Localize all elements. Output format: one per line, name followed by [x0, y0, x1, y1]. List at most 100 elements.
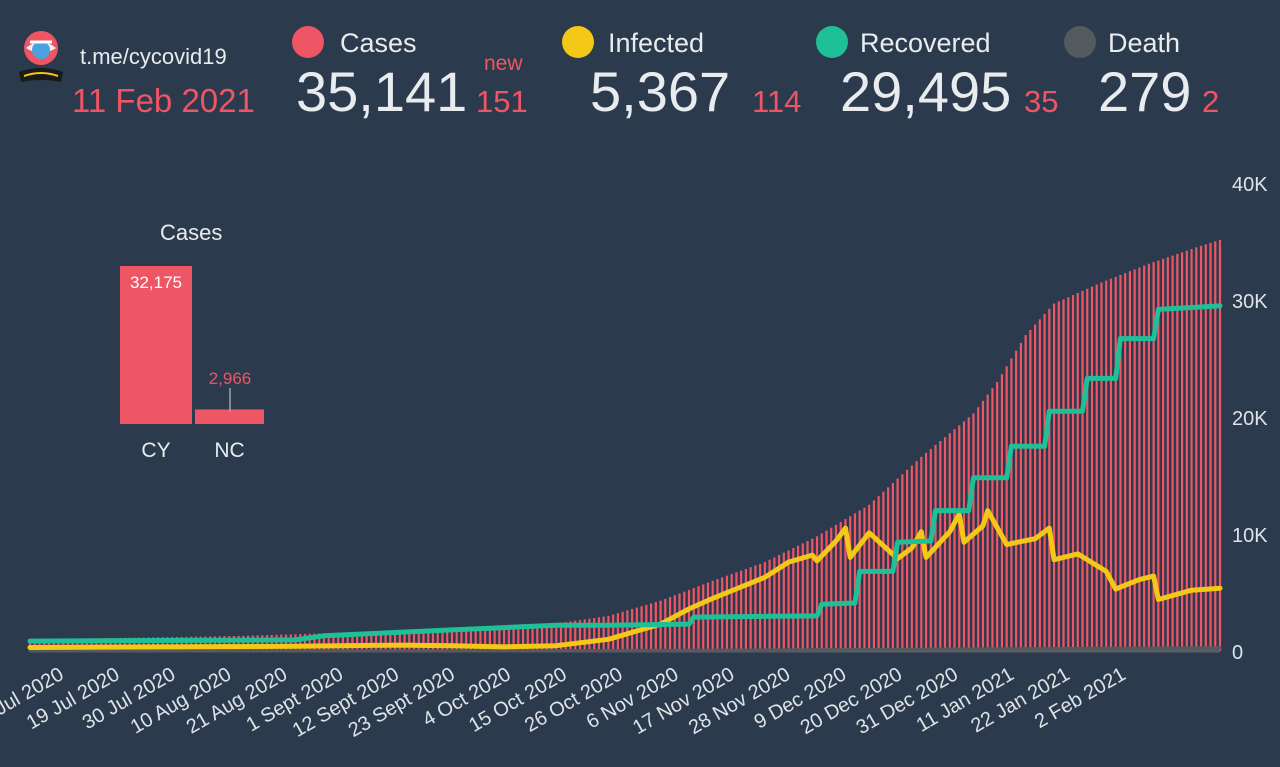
cases-bar	[1204, 244, 1207, 652]
cases-bar	[1119, 274, 1122, 651]
cases-bar	[204, 636, 207, 651]
cases-bar	[550, 623, 553, 651]
cases-bar	[1076, 292, 1079, 651]
cases-bar	[1000, 374, 1004, 651]
cases-bar	[1067, 297, 1070, 651]
cases-bar	[1162, 258, 1165, 651]
cases-bar	[1062, 299, 1065, 651]
cases-bar	[1071, 295, 1075, 651]
cases-bar	[811, 538, 814, 651]
cases-bar	[318, 633, 321, 651]
inset-category-label: NC	[214, 439, 244, 462]
inset-value-label: 32,175	[130, 273, 182, 292]
cases-bar	[863, 507, 866, 651]
cases-bar	[256, 635, 259, 651]
cases-bar	[379, 631, 382, 651]
cases-bar	[763, 562, 766, 651]
cases-bar	[1176, 253, 1179, 652]
cases-bar	[384, 630, 387, 651]
cases-bar	[194, 636, 198, 651]
infected-line	[27, 508, 1223, 650]
infected-new: 114	[752, 84, 802, 119]
cases-bar	[830, 527, 833, 651]
cases-bar	[446, 628, 449, 651]
cases-bar	[901, 474, 904, 651]
cases-bar	[228, 636, 231, 651]
cases-bar	[725, 575, 729, 651]
cases-bar	[730, 573, 733, 651]
cases-bar	[787, 550, 790, 651]
cases-bar	[1019, 342, 1022, 651]
cases-bar	[1114, 276, 1117, 651]
cases-bar	[417, 629, 420, 651]
recovered-legend-dot	[816, 26, 848, 58]
cases-bar	[740, 570, 743, 651]
cases-bar	[436, 629, 439, 651]
cases-bar	[920, 456, 923, 651]
cases-bar	[104, 638, 107, 651]
cases-bar	[322, 633, 326, 651]
cases-bar	[327, 633, 330, 651]
death-label: Death	[1108, 28, 1181, 58]
cases-bar	[1052, 303, 1056, 651]
cases-bar	[1195, 247, 1198, 651]
cases-legend-dot	[292, 26, 324, 58]
infected-legend-dot	[562, 26, 594, 58]
cases-bar	[872, 500, 876, 651]
cases-bar	[792, 548, 795, 651]
cases-bar	[422, 629, 425, 651]
cases-bar	[768, 559, 771, 651]
cases-bar	[1010, 358, 1013, 651]
cases-bar	[237, 635, 240, 651]
cases-bar	[1166, 257, 1169, 651]
infected-value: 5,367	[590, 60, 731, 123]
cases-bar	[1157, 260, 1160, 651]
death-legend-dot	[1064, 26, 1096, 58]
cases-bar	[1209, 242, 1212, 652]
cases-bar	[517, 626, 520, 651]
cases-bar	[313, 633, 316, 651]
cases-bar	[607, 615, 610, 651]
cases-bar	[569, 621, 572, 651]
cases-bar	[332, 632, 335, 651]
cases-bar	[905, 469, 909, 651]
infected-label: Infected	[608, 28, 705, 58]
cases-bar	[484, 628, 487, 651]
cases-bar	[171, 637, 174, 651]
cases-bar	[806, 541, 809, 651]
cases-bar	[1133, 269, 1136, 651]
cases-bar	[441, 629, 444, 651]
cases-bar	[1218, 239, 1222, 652]
cases-bar	[190, 636, 193, 651]
cases-bar	[85, 638, 88, 651]
cases-bar	[152, 637, 155, 651]
cases-bar	[147, 637, 150, 651]
cases-bar	[156, 637, 160, 651]
inset-bar-cy	[120, 266, 192, 424]
cases-bar	[545, 624, 548, 651]
cases-bar	[232, 635, 235, 651]
cases-bar	[834, 524, 838, 651]
cases-bar	[839, 521, 842, 651]
cases-bar	[1147, 263, 1150, 651]
cases-bar	[986, 394, 989, 651]
cases-bar	[1005, 366, 1008, 651]
cases-bar	[76, 638, 79, 651]
cases-bar	[536, 624, 539, 651]
cases-bar	[389, 630, 392, 651]
cases-bar	[175, 636, 179, 651]
death-line	[28, 646, 1222, 653]
cases-bar	[967, 417, 970, 651]
cases-bar	[455, 628, 458, 651]
cases-bar	[1057, 301, 1060, 651]
cases-bar	[351, 632, 354, 651]
cases-bar	[1086, 288, 1089, 651]
source-link[interactable]: t.me/cycovid19	[80, 44, 227, 69]
cases-bar	[1029, 329, 1032, 651]
inset-chart-title: Cases	[160, 220, 223, 245]
cases-bar	[777, 555, 781, 651]
cases-bar	[1152, 262, 1155, 651]
cases-bar	[910, 465, 913, 651]
cases-bar	[996, 381, 999, 651]
